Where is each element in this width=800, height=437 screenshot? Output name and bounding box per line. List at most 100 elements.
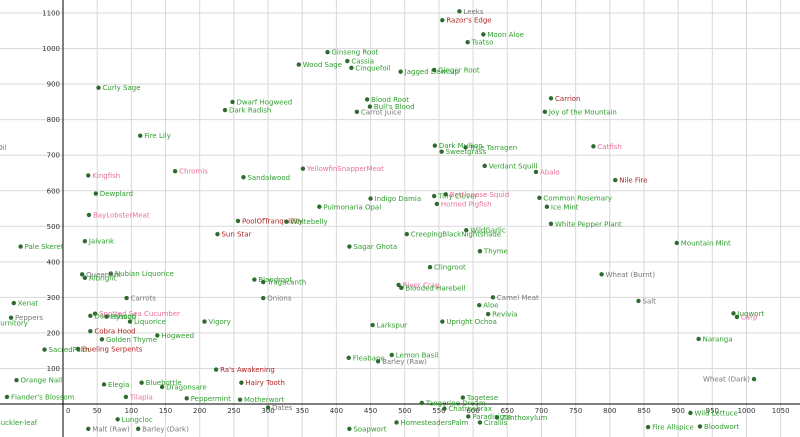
point-label: Paradisium [472, 413, 511, 421]
x-tick-label: 200 [193, 407, 206, 415]
point-marker [86, 212, 92, 218]
y-tick-label: 700 [47, 152, 60, 160]
data-point: Tagetese [460, 394, 498, 402]
point-marker [440, 319, 445, 324]
point-label: Xenat [18, 300, 39, 308]
point-label: Ra's Awakening [220, 366, 275, 374]
point-marker [731, 311, 736, 316]
point-marker [439, 149, 444, 154]
data-point: Tsatso [465, 39, 493, 47]
point-label: CreepingBlackNightshade [411, 231, 501, 239]
point-marker [431, 193, 437, 199]
data-point: Kingfish [86, 172, 120, 180]
point-label: Jugwort [737, 310, 765, 318]
data-point: Malt (Raw) [86, 425, 130, 433]
point-label: Wild Lettuce [694, 409, 738, 417]
data-point: Orange Nail [14, 377, 62, 385]
data-point: White Pepper Plant [548, 220, 622, 228]
point-label: Soapwort [353, 425, 386, 433]
point-label: Elegia [108, 381, 129, 389]
y-tick-label: 300 [47, 294, 60, 302]
point-marker [104, 314, 109, 319]
point-label: Wheat (Dark) [703, 376, 750, 384]
point-label: White Pepper Plant [555, 220, 622, 228]
point-label: YellowfinSnapperMeat [306, 165, 384, 173]
point-marker [477, 302, 482, 308]
point-marker [88, 313, 93, 319]
point-label: Dewplard [100, 190, 133, 198]
point-label: Carrots [131, 295, 157, 303]
point-label: Flander's Blossom [11, 393, 75, 401]
data-point: PoolOfTranquillity [235, 217, 303, 225]
data-point: Tragacanth [261, 279, 306, 287]
point-label: Upright Ochoa [446, 318, 497, 326]
point-label: Joy of the Mountain [548, 108, 617, 116]
point-marker [688, 410, 693, 416]
point-marker [18, 244, 23, 249]
point-marker [368, 196, 373, 201]
data-point: QueenAnt [79, 271, 121, 279]
point-marker [296, 62, 302, 67]
data-point: Sun Star [215, 231, 251, 239]
point-label: Dragonsare [166, 383, 207, 391]
point-label: Razor's Edge [446, 17, 491, 25]
point-label: Pale Skeret [25, 243, 64, 251]
data-point: Chromis [172, 168, 208, 176]
point-label: Spotted Sea Cucumber [99, 310, 180, 318]
point-marker [367, 104, 373, 109]
data-point: Indigo Damia [368, 195, 421, 203]
data-point: True Tarragen [463, 144, 517, 152]
x-tick-label: 0 [66, 407, 70, 415]
point-marker [396, 282, 401, 288]
point-label: Camel Meat [497, 294, 539, 302]
x-tick-label: 600 [466, 407, 479, 415]
point-marker [697, 424, 703, 429]
data-point: Curly Sage [96, 84, 141, 92]
point-label: Malt (Raw) [92, 425, 130, 433]
point-marker [404, 231, 410, 237]
point-marker [375, 359, 381, 364]
data-point: Verdant Squill [482, 162, 537, 170]
point-label: Sweetgrass [446, 148, 487, 156]
point-label: Abalo [540, 168, 560, 176]
point-marker [88, 328, 93, 334]
point-marker [325, 49, 330, 55]
data-point: Tiny Clover [431, 193, 478, 201]
data-point: Mountain Mint [674, 240, 731, 248]
y-tick-label: 600 [47, 187, 60, 195]
point-marker [399, 285, 404, 290]
data-point: Nile Fire [613, 177, 647, 185]
point-label: Blood Root [371, 96, 409, 104]
data-point: SacredPalm [42, 346, 90, 354]
data-point: Bloodwort [697, 423, 740, 431]
data-point: Bottlenose Squid [443, 191, 509, 199]
point-marker [75, 346, 81, 352]
x-tick-label: 250 [227, 407, 240, 415]
point-marker [674, 240, 679, 246]
point-label: Lemon Basil [396, 351, 439, 359]
point-label: Nile Fire [619, 177, 647, 185]
point-marker [591, 144, 596, 149]
data-point: Salt [636, 297, 656, 305]
point-label: Bloodwort [704, 423, 740, 431]
point-label: Cinquefoil [355, 64, 390, 72]
data-point: Tilapia [123, 393, 153, 401]
data-point: Thyme [477, 248, 508, 256]
data-point: Barley (Raw) [375, 358, 427, 366]
data-point: Oil [0, 144, 7, 152]
point-marker [101, 382, 107, 387]
data-point: Fire Allspice [645, 424, 694, 432]
data-point: Ice Mint [544, 203, 579, 211]
data-point: Peppers [8, 314, 43, 322]
point-label: Moon Aloe [487, 31, 524, 39]
data-point: Wheat (Burnt) [599, 271, 655, 279]
point-marker [533, 169, 539, 175]
point-label: Bloodroot [258, 276, 292, 284]
point-marker [108, 271, 114, 276]
point-marker [155, 333, 160, 338]
point-label: Bull's Blood [374, 103, 415, 111]
point-marker [636, 298, 641, 304]
point-label: Tsatso [471, 39, 494, 47]
point-label: Larkspur [377, 322, 408, 330]
point-marker [347, 426, 352, 432]
